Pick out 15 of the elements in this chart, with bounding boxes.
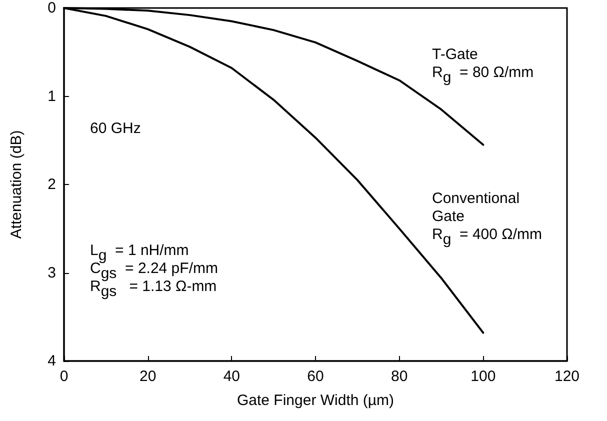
x-axis-title: Gate Finger Width (µm) xyxy=(236,392,394,409)
x-tick-label: 0 xyxy=(60,368,68,385)
x-tick-label: 100 xyxy=(470,368,496,385)
x-tick-label: 40 xyxy=(223,368,240,385)
x-tick-label: 120 xyxy=(554,368,580,385)
y-axis-title: Attenuation (dB) xyxy=(8,130,25,239)
y-tick-label: 3 xyxy=(48,264,56,282)
x-tick-label: 60 xyxy=(307,368,324,385)
y-tick-label: 0 xyxy=(48,0,56,16)
y-tick-label: 4 xyxy=(48,352,56,370)
y-tick-label: 1 xyxy=(48,88,56,105)
annotation: 60 GHz xyxy=(90,120,141,138)
x-tick-label: 80 xyxy=(390,368,408,385)
y-tick-label: 2 xyxy=(48,176,56,193)
x-tick-label: 20 xyxy=(139,368,156,385)
